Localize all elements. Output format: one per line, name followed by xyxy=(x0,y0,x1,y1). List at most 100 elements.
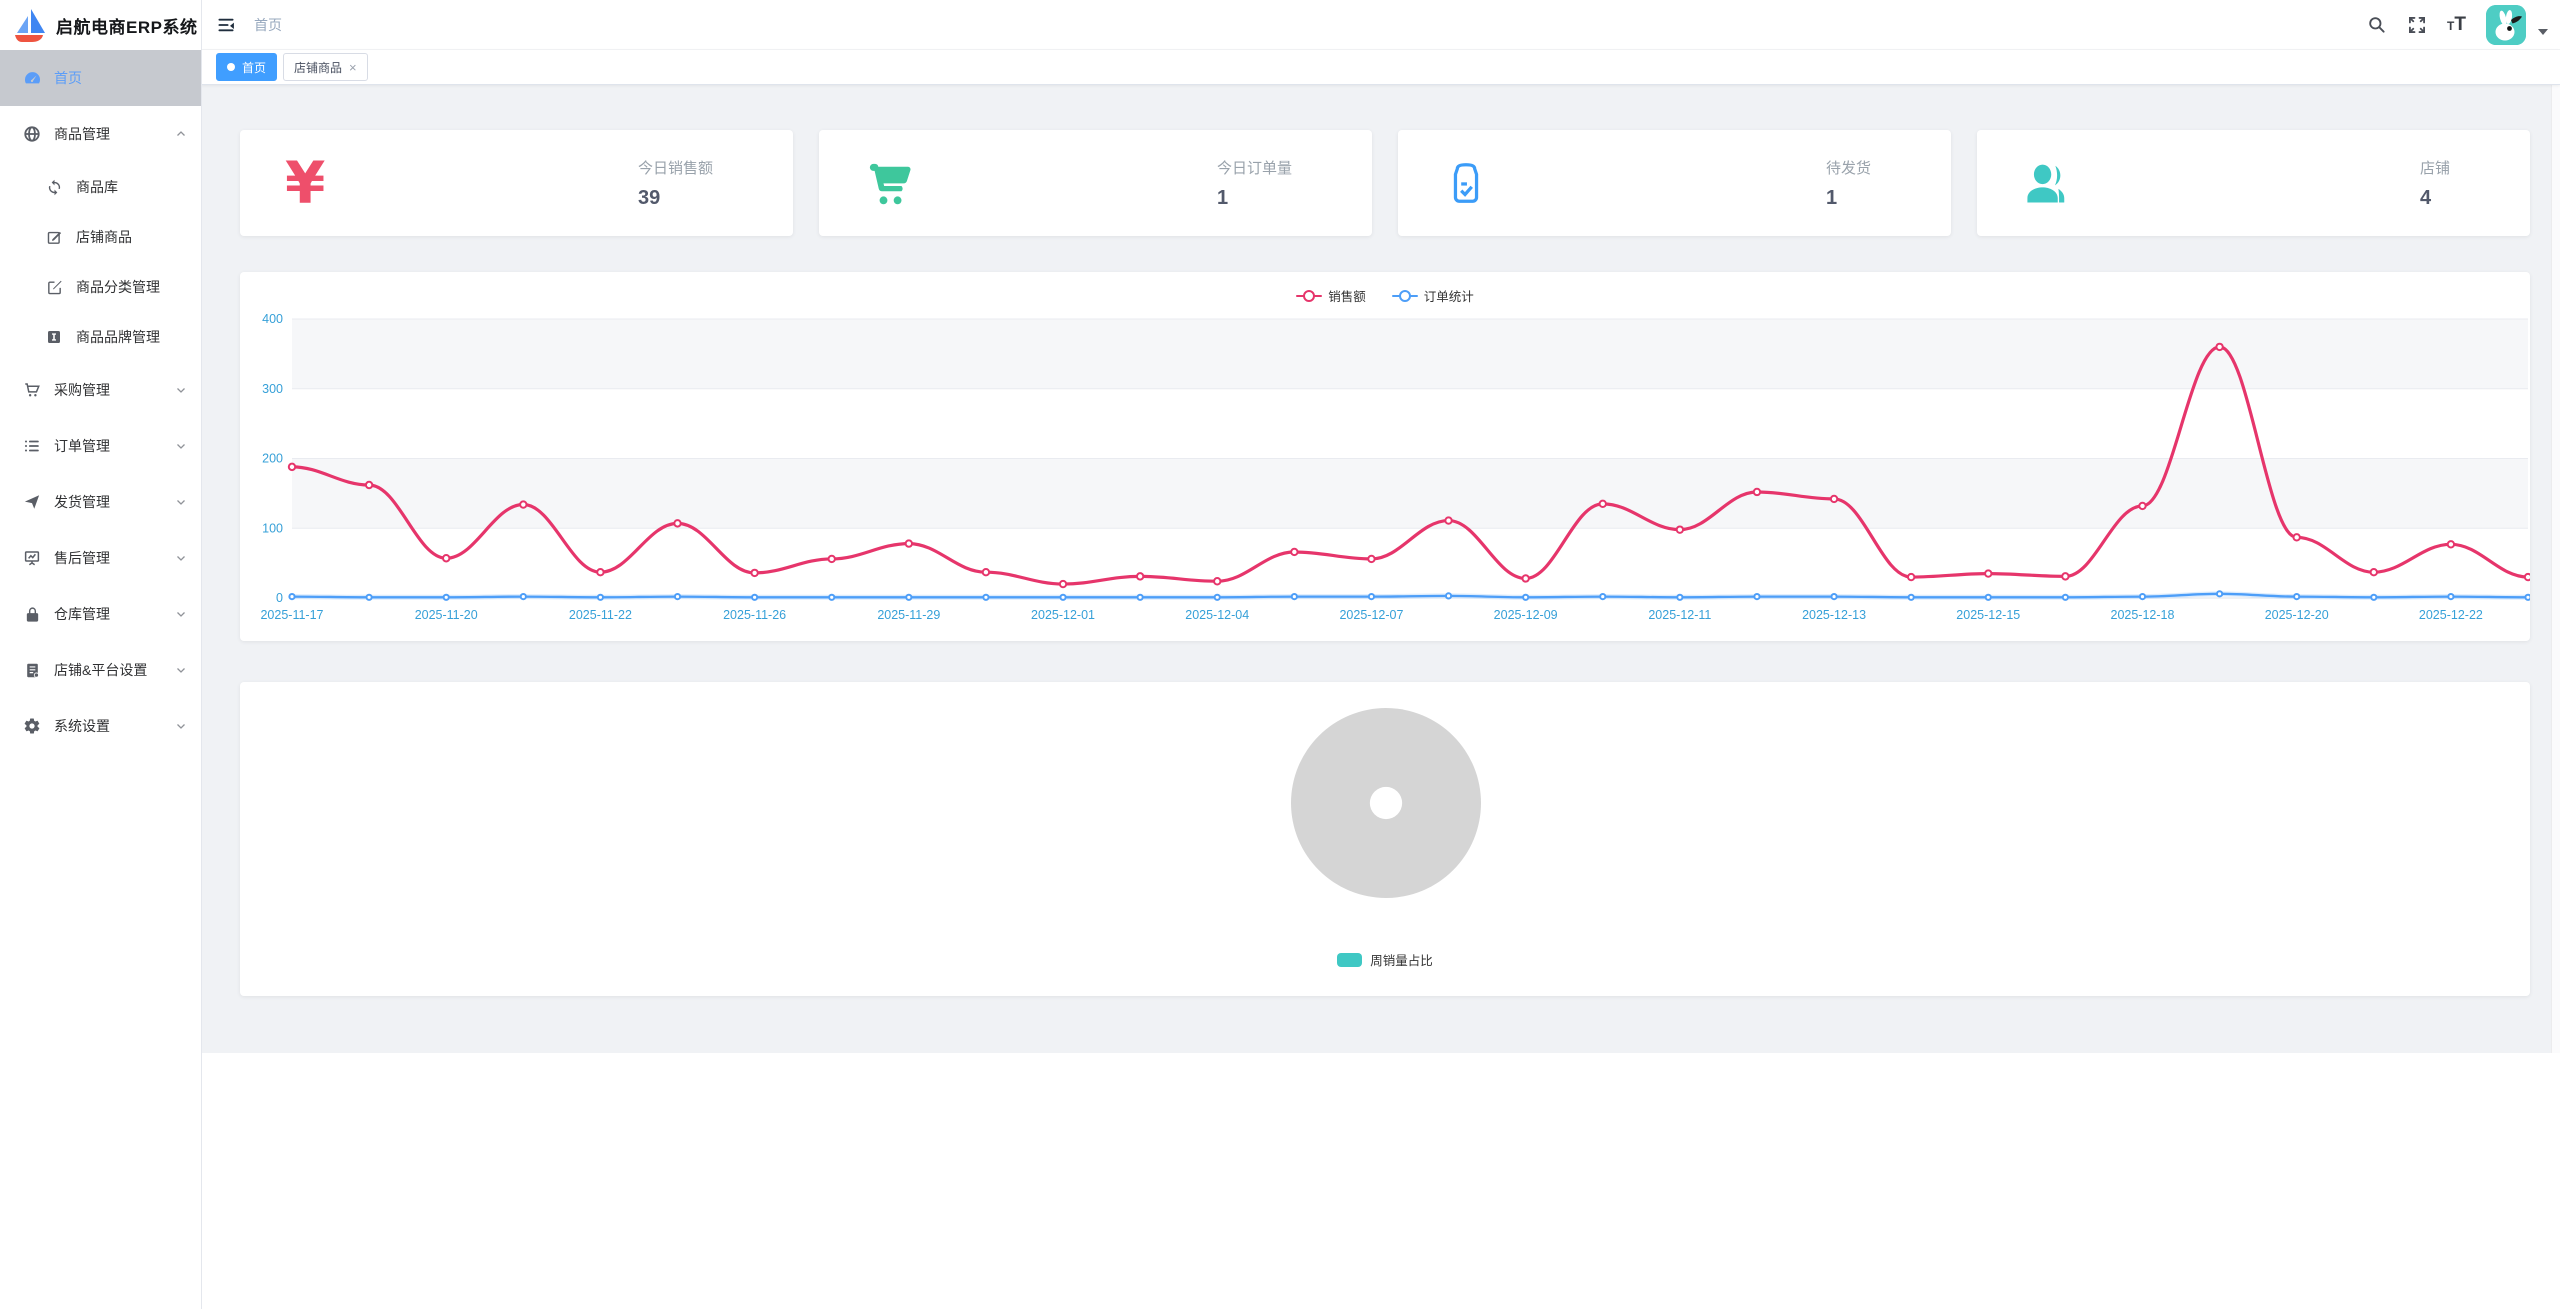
scrollbar-track[interactable] xyxy=(2551,85,2560,1053)
line-chart-legend: 销售额 订单统计 xyxy=(240,286,2530,305)
svg-text:2025-12-22: 2025-12-22 xyxy=(2419,608,2483,622)
weekly-sales-pie-card: 周销量占比 xyxy=(240,682,2530,996)
breadcrumb[interactable]: 首页 xyxy=(254,16,282,33)
sidebar-item-label: 售后管理 xyxy=(54,550,110,566)
tab-label: 店铺商品 xyxy=(294,60,343,75)
lock-icon xyxy=(22,604,42,624)
legend-item-sales[interactable]: 销售额 xyxy=(1296,286,1366,305)
sidebar-item-label: 商品品牌管理 xyxy=(76,329,160,345)
svg-text:2025-11-26: 2025-11-26 xyxy=(723,608,786,622)
legend-item-weekly-share[interactable]: 周销量占比 xyxy=(1337,950,1433,969)
svg-text:2025-11-17: 2025-11-17 xyxy=(260,608,323,622)
sidebar-item-goods-brand[interactable]: 商品品牌管理 xyxy=(0,312,201,362)
stat-card-shops: 店铺 4 xyxy=(1977,130,2530,236)
svg-text:0: 0 xyxy=(276,591,283,605)
chevron-down-icon xyxy=(175,552,187,564)
svg-text:2025-12-13: 2025-12-13 xyxy=(1802,608,1866,622)
sidebar-item-purchase-management[interactable]: 采购管理 xyxy=(0,362,201,418)
stat-label: 今日销售额 xyxy=(637,159,713,177)
sidebar-item-shop-goods[interactable]: 店铺商品 xyxy=(0,212,201,262)
stat-value: 39 xyxy=(637,186,661,209)
sales-orders-line-chart[interactable]: 0 100 200 300 400 2025-11-17 2025-11-20 2025-11… xyxy=(240,272,2530,641)
yuan-icon: ¥ xyxy=(285,149,326,217)
sidebar-item-goods-library[interactable]: 商品库 xyxy=(0,162,201,212)
tab-home[interactable]: 首页 xyxy=(216,53,278,81)
legend-label: 订单统计 xyxy=(1423,290,1474,304)
sidebar-item-home[interactable]: 首页 xyxy=(0,50,201,106)
sidebar-item-label: 首页 xyxy=(54,70,82,86)
stat-value: 1 xyxy=(1216,186,1229,209)
cart-icon xyxy=(864,157,916,209)
sidebar-item-label: 发货管理 xyxy=(54,494,110,510)
sidebar-item-label: 系统设置 xyxy=(54,718,110,734)
chevron-down-icon xyxy=(175,384,187,396)
caret-down-icon[interactable] xyxy=(2538,28,2548,35)
board-icon xyxy=(22,548,42,568)
tabs-bar: 首页 店铺商品 × xyxy=(201,50,2560,85)
top-navbar: 首页 TT xyxy=(201,0,2560,50)
sidebar-item-system-settings[interactable]: 系统设置 xyxy=(0,698,201,754)
sidebar-item-label: 商品管理 xyxy=(54,126,110,142)
tab-shop-goods[interactable]: 店铺商品 × xyxy=(283,53,368,81)
sidebar-item-label: 店铺&平台设置 xyxy=(54,662,148,678)
svg-text:400: 400 xyxy=(262,312,283,326)
sidebar-item-warehouse-management[interactable]: 仓库管理 xyxy=(0,586,201,642)
sidebar-item-order-management[interactable]: 订单管理 xyxy=(0,418,201,474)
chevron-down-icon xyxy=(175,496,187,508)
chevron-up-icon xyxy=(175,128,187,140)
sidebar-item-goods-management[interactable]: 商品管理 xyxy=(0,106,201,162)
stat-label: 今日订单量 xyxy=(1216,159,1292,177)
line-marker-icon xyxy=(1296,289,1323,302)
ledger-icon xyxy=(22,660,42,680)
chevron-down-icon xyxy=(175,664,187,676)
fullscreen-icon[interactable] xyxy=(2407,15,2427,35)
sidebar-item-aftersales-management[interactable]: 售后管理 xyxy=(0,530,201,586)
close-icon[interactable]: × xyxy=(349,59,357,75)
legend-label: 周销量占比 xyxy=(1370,954,1433,968)
svg-text:2025-12-15: 2025-12-15 xyxy=(1956,608,2020,622)
weekly-sales-donut-chart[interactable] xyxy=(240,682,2530,996)
tab-label: 首页 xyxy=(242,60,267,75)
send-icon xyxy=(22,492,42,512)
sidebar-item-shipping-management[interactable]: 发货管理 xyxy=(0,474,201,530)
swatch-icon xyxy=(1337,952,1363,967)
stat-value: 1 xyxy=(1825,186,1838,209)
sidebar-item-goods-category[interactable]: 商品分类管理 xyxy=(0,262,201,312)
sidebar-collapse-icon[interactable] xyxy=(216,15,236,35)
app-logo-row: 启航电商ERP系统 xyxy=(0,0,201,50)
stat-card-pending-shipment: 待发货 1 xyxy=(1398,130,1951,236)
pie-chart-legend: 周销量占比 xyxy=(240,950,2530,969)
stat-card-today-sales: ¥ 今日销售额 39 xyxy=(240,130,793,236)
svg-text:2025-12-09: 2025-12-09 xyxy=(1494,608,1558,622)
legend-item-orders[interactable]: 订单统计 xyxy=(1391,286,1474,305)
sidebar-item-shop-platform-settings[interactable]: 店铺&平台设置 xyxy=(0,642,201,698)
edit-square-icon xyxy=(44,277,64,297)
svg-text:100: 100 xyxy=(262,521,283,535)
sidebar-item-label: 采购管理 xyxy=(54,382,110,398)
sidebar: 启航电商ERP系统 首页 商品管理 商品库 xyxy=(0,0,202,1309)
avatar[interactable] xyxy=(2486,4,2526,45)
stat-value: 4 xyxy=(2419,186,2432,209)
search-icon[interactable] xyxy=(2367,15,2387,35)
chevron-down-icon xyxy=(175,608,187,620)
edit-icon xyxy=(44,227,64,247)
svg-text:2025-12-18: 2025-12-18 xyxy=(2111,608,2175,622)
stat-label: 待发货 xyxy=(1825,159,1871,177)
users-icon xyxy=(2022,157,2074,209)
sailboat-logo-icon xyxy=(12,7,48,43)
dashboard-icon xyxy=(22,68,42,88)
brand-icon xyxy=(44,327,64,347)
svg-text:2025-12-01: 2025-12-01 xyxy=(1031,608,1095,622)
chevron-down-icon xyxy=(175,720,187,732)
legend-label: 销售额 xyxy=(1328,290,1366,304)
app-title: 启航电商ERP系统 xyxy=(56,17,198,37)
svg-text:2025-12-11: 2025-12-11 xyxy=(1648,608,1711,622)
chevron-down-icon xyxy=(175,440,187,452)
cart-icon xyxy=(22,380,42,400)
svg-text:2025-12-07: 2025-12-07 xyxy=(1339,608,1403,622)
sidebar-item-label: 订单管理 xyxy=(54,438,110,454)
active-tab-dot-icon xyxy=(227,63,235,71)
font-size-icon[interactable]: TT xyxy=(2447,14,2466,35)
main-content: ¥ 今日销售额 39 今日订单量 1 待发货 1 xyxy=(201,85,2560,1053)
svg-text:2025-11-20: 2025-11-20 xyxy=(415,608,478,622)
